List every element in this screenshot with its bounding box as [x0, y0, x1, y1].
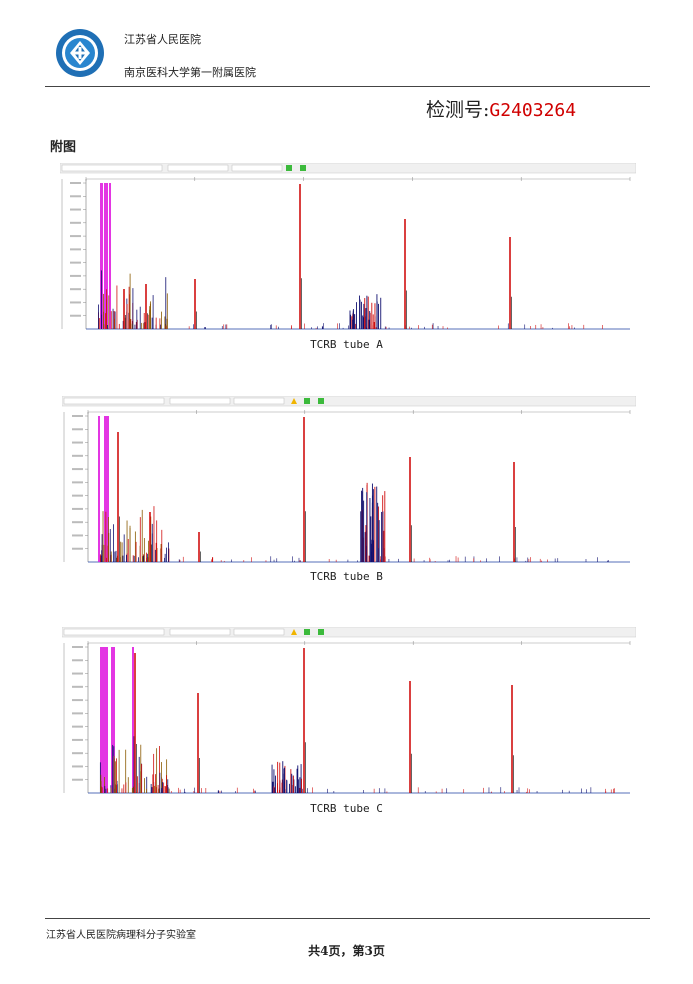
- y-tick-label: [70, 301, 81, 304]
- university-name: 南京医科大学第一附属医院: [124, 66, 256, 79]
- primer-peak: [109, 183, 111, 329]
- green-status-icon: [304, 629, 310, 635]
- y-tick-label: [70, 235, 81, 238]
- caption-tube-a: TCRB tube A: [310, 338, 383, 351]
- y-tick-label: [72, 646, 83, 648]
- y-tick-label: [72, 507, 83, 510]
- y-tick-label: [72, 738, 83, 741]
- y-tick-label: [70, 261, 81, 264]
- y-tick-label: [72, 712, 83, 715]
- test-number-label: 检测号:: [426, 99, 490, 121]
- toolbar-field: [63, 628, 165, 636]
- header-divider: [45, 86, 650, 87]
- y-tick-label: [72, 494, 83, 497]
- y-tick-label: [72, 778, 83, 781]
- caption-tube-b: TCRB tube B: [310, 570, 383, 583]
- toolbar: [62, 396, 636, 407]
- toolbar-field: [231, 164, 283, 172]
- warning-icon: [291, 398, 297, 404]
- green-status-icon: [304, 398, 310, 404]
- green-status-icon: [286, 165, 292, 171]
- hospital-name: 江苏省人民医院: [124, 33, 201, 46]
- green-status-icon: [318, 629, 324, 635]
- y-tick-label: [72, 441, 83, 444]
- electropherogram-tube-c: [62, 627, 636, 794]
- primer-peak: [111, 647, 115, 793]
- page-info: 共4页，第3页: [308, 944, 385, 958]
- test-number-value: G2403264: [489, 100, 577, 121]
- y-tick-label: [72, 454, 83, 457]
- test-number: 检测号:G2403264: [426, 95, 576, 122]
- toolbar-field: [63, 397, 165, 405]
- primer-peak: [100, 647, 108, 793]
- green-status-icon: [318, 398, 324, 404]
- y-tick-label: [70, 195, 81, 198]
- y-tick-label: [70, 314, 81, 317]
- y-tick-label: [72, 685, 83, 688]
- y-tick-label: [72, 659, 83, 662]
- primer-peak: [98, 416, 100, 562]
- y-tick-label: [72, 415, 83, 417]
- y-tick-label: [72, 534, 83, 537]
- toolbar: [60, 163, 636, 174]
- y-tick-label: [70, 182, 81, 184]
- y-tick-label: [72, 521, 83, 524]
- y-tick-label: [72, 765, 83, 768]
- y-tick-label: [72, 752, 83, 755]
- toolbar-field: [61, 164, 163, 172]
- electropherogram-tube-b: [62, 396, 636, 563]
- toolbar-field: [233, 628, 285, 636]
- caption-tube-c: TCRB tube C: [310, 802, 383, 815]
- green-status-icon: [300, 165, 306, 171]
- lab-name: 江苏省人民医院病理科分子实验室: [46, 930, 196, 941]
- y-tick-label: [70, 221, 81, 224]
- toolbar-field: [233, 397, 285, 405]
- y-tick-label: [70, 248, 81, 251]
- footer-divider: [45, 918, 650, 919]
- y-tick-label: [72, 468, 83, 471]
- hospital-logo: [56, 29, 104, 77]
- figure-heading: 附图: [50, 140, 77, 155]
- toolbar-field: [167, 164, 229, 172]
- primer-peak: [132, 647, 134, 793]
- warning-icon: [291, 629, 297, 635]
- y-tick-label: [70, 288, 81, 291]
- y-tick-label: [72, 725, 83, 728]
- y-tick-label: [70, 208, 81, 211]
- y-tick-label: [72, 481, 83, 484]
- y-tick-label: [70, 274, 81, 277]
- toolbar-field: [169, 397, 231, 405]
- primer-peak: [104, 416, 109, 562]
- electropherogram-tube-a: [60, 163, 636, 330]
- y-tick-label: [72, 428, 83, 431]
- y-tick-label: [72, 547, 83, 550]
- y-tick-label: [72, 699, 83, 702]
- y-tick-label: [72, 672, 83, 675]
- toolbar-field: [169, 628, 231, 636]
- primer-peak: [100, 183, 103, 329]
- toolbar: [62, 627, 636, 638]
- primer-peak: [104, 183, 108, 329]
